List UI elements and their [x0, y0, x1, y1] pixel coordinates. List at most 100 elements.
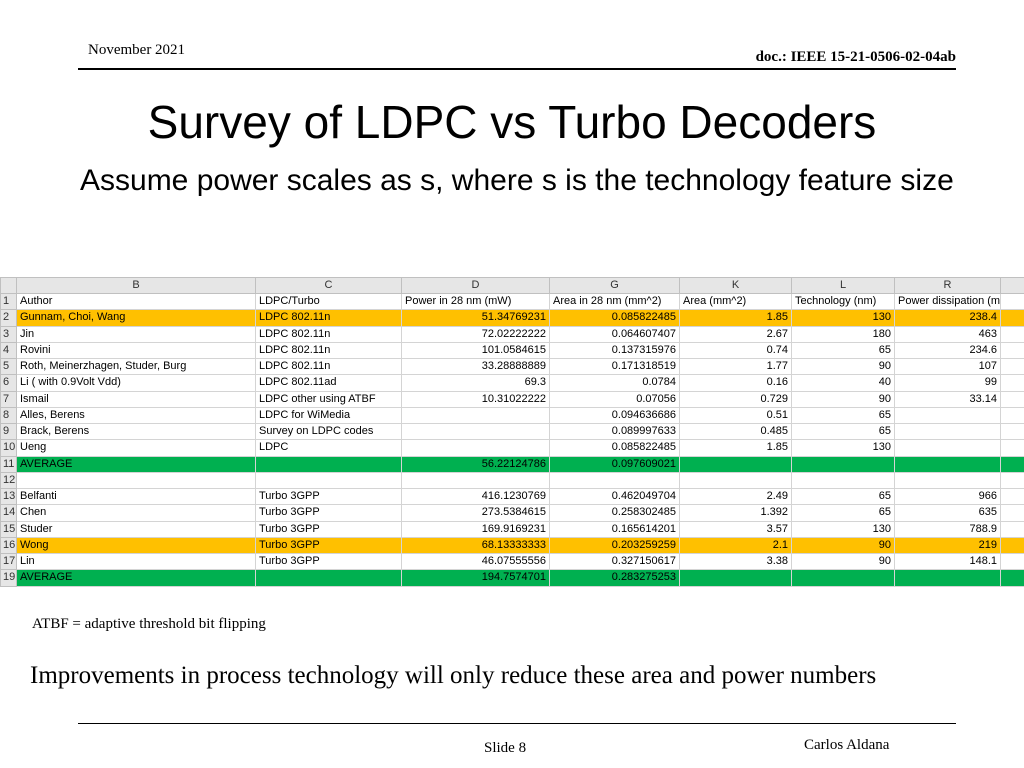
- table-cell[interactable]: Power dissipation (mW): [894, 292, 1001, 311]
- table-cell[interactable]: Turbo 3GPP: [255, 487, 402, 506]
- table-cell[interactable]: 148.1: [894, 552, 1001, 571]
- table-cell[interactable]: 107: [894, 357, 1001, 376]
- table-cell[interactable]: 65: [791, 341, 895, 360]
- row-number[interactable]: 15: [0, 520, 17, 538]
- table-cell[interactable]: [894, 471, 1001, 490]
- table-cell[interactable]: 0.729: [679, 390, 792, 408]
- table-cell-empty[interactable]: [1000, 325, 1024, 343]
- table-cell[interactable]: 72.02222222: [401, 325, 550, 343]
- table-cell[interactable]: [791, 569, 895, 587]
- row-number[interactable]: 9: [0, 422, 17, 441]
- table-cell-empty[interactable]: [1000, 357, 1024, 376]
- table-cell[interactable]: 273.5384615: [401, 504, 550, 522]
- table-cell[interactable]: Studer: [16, 520, 256, 538]
- table-cell[interactable]: Roth, Meinerzhagen, Studer, Burg: [16, 357, 256, 376]
- table-cell[interactable]: 1.85: [679, 439, 792, 457]
- table-cell[interactable]: 33.28888889: [401, 357, 550, 376]
- table-cell-empty[interactable]: [1000, 536, 1024, 555]
- table-cell[interactable]: 1.85: [679, 309, 792, 327]
- table-cell[interactable]: Survey on LDPC codes: [255, 422, 402, 441]
- column-letter-header[interactable]: R: [894, 277, 1001, 294]
- table-cell-empty[interactable]: [1000, 504, 1024, 522]
- table-cell[interactable]: [894, 455, 1001, 473]
- column-letter-header[interactable]: L: [791, 277, 895, 294]
- table-cell[interactable]: [401, 422, 550, 441]
- table-cell-empty[interactable]: [1000, 390, 1024, 408]
- row-number[interactable]: 1: [0, 292, 17, 311]
- table-cell[interactable]: Brack, Berens: [16, 422, 256, 441]
- table-cell[interactable]: [894, 439, 1001, 457]
- table-cell[interactable]: 0.089997633: [549, 422, 680, 441]
- table-cell[interactable]: AVERAGE: [16, 455, 256, 473]
- table-cell[interactable]: Turbo 3GPP: [255, 536, 402, 555]
- table-cell[interactable]: 0.085822485: [549, 439, 680, 457]
- table-cell-empty[interactable]: [1000, 471, 1024, 490]
- select-all-corner[interactable]: [0, 277, 17, 294]
- table-cell[interactable]: 238.4: [894, 309, 1001, 327]
- table-cell[interactable]: 2.67: [679, 325, 792, 343]
- table-cell[interactable]: 169.9169231: [401, 520, 550, 538]
- table-cell-empty[interactable]: [1000, 292, 1024, 311]
- table-cell[interactable]: 0.094636686: [549, 406, 680, 425]
- table-cell[interactable]: [549, 471, 680, 490]
- table-cell-empty[interactable]: [1000, 439, 1024, 457]
- table-cell[interactable]: [791, 455, 895, 473]
- table-cell[interactable]: 3.38: [679, 552, 792, 571]
- table-cell[interactable]: Belfanti: [16, 487, 256, 506]
- table-cell[interactable]: LDPC 802.11n: [255, 325, 402, 343]
- table-cell-empty[interactable]: [1000, 374, 1024, 392]
- table-cell[interactable]: 2.1: [679, 536, 792, 555]
- column-letter-header[interactable]: B: [16, 277, 256, 294]
- table-cell[interactable]: Author: [16, 292, 256, 311]
- table-cell[interactable]: Chen: [16, 504, 256, 522]
- table-cell[interactable]: 90: [791, 390, 895, 408]
- table-cell[interactable]: [894, 569, 1001, 587]
- table-cell[interactable]: 2.49: [679, 487, 792, 506]
- row-number[interactable]: 5: [0, 357, 17, 376]
- table-cell-empty[interactable]: [1000, 487, 1024, 506]
- column-letter-header[interactable]: C: [255, 277, 402, 294]
- table-cell[interactable]: [16, 471, 256, 490]
- table-cell[interactable]: LDPC 802.11n: [255, 357, 402, 376]
- table-cell-empty[interactable]: [1000, 406, 1024, 425]
- table-cell-empty[interactable]: [1000, 422, 1024, 441]
- table-cell[interactable]: 234.6: [894, 341, 1001, 360]
- table-cell[interactable]: 65: [791, 487, 895, 506]
- table-cell[interactable]: [401, 439, 550, 457]
- table-cell[interactable]: 68.13333333: [401, 536, 550, 555]
- table-cell[interactable]: 69.3: [401, 374, 550, 392]
- row-number[interactable]: 2: [0, 309, 17, 327]
- table-cell[interactable]: 219: [894, 536, 1001, 555]
- table-cell[interactable]: [679, 569, 792, 587]
- table-cell[interactable]: 65: [791, 504, 895, 522]
- row-number[interactable]: 14: [0, 504, 17, 522]
- table-cell[interactable]: 0.485: [679, 422, 792, 441]
- table-cell[interactable]: 0.51: [679, 406, 792, 425]
- table-cell[interactable]: 90: [791, 536, 895, 555]
- table-cell[interactable]: 65: [791, 406, 895, 425]
- table-cell[interactable]: 635: [894, 504, 1001, 522]
- table-cell[interactable]: LDPC: [255, 439, 402, 457]
- row-number[interactable]: 7: [0, 390, 17, 408]
- table-cell[interactable]: LDPC 802.11ad: [255, 374, 402, 392]
- table-cell[interactable]: 130: [791, 309, 895, 327]
- column-letter-header[interactable]: D: [401, 277, 550, 294]
- table-cell[interactable]: Gunnam, Choi, Wang: [16, 309, 256, 327]
- column-letter-header-partial[interactable]: [1000, 277, 1024, 294]
- table-cell[interactable]: [791, 471, 895, 490]
- table-cell-empty[interactable]: [1000, 309, 1024, 327]
- row-number[interactable]: 6: [0, 374, 17, 392]
- table-cell-empty[interactable]: [1000, 569, 1024, 587]
- table-cell[interactable]: 0.0784: [549, 374, 680, 392]
- table-cell[interactable]: Rovini: [16, 341, 256, 360]
- table-cell[interactable]: 194.7574701: [401, 569, 550, 587]
- row-number[interactable]: 16: [0, 536, 17, 555]
- table-cell[interactable]: 1.77: [679, 357, 792, 376]
- table-cell[interactable]: [401, 406, 550, 425]
- row-number[interactable]: 17: [0, 552, 17, 571]
- table-cell[interactable]: 416.1230769: [401, 487, 550, 506]
- table-cell[interactable]: 130: [791, 439, 895, 457]
- table-cell[interactable]: Wong: [16, 536, 256, 555]
- table-cell[interactable]: LDPC 802.11n: [255, 341, 402, 360]
- table-cell[interactable]: 90: [791, 357, 895, 376]
